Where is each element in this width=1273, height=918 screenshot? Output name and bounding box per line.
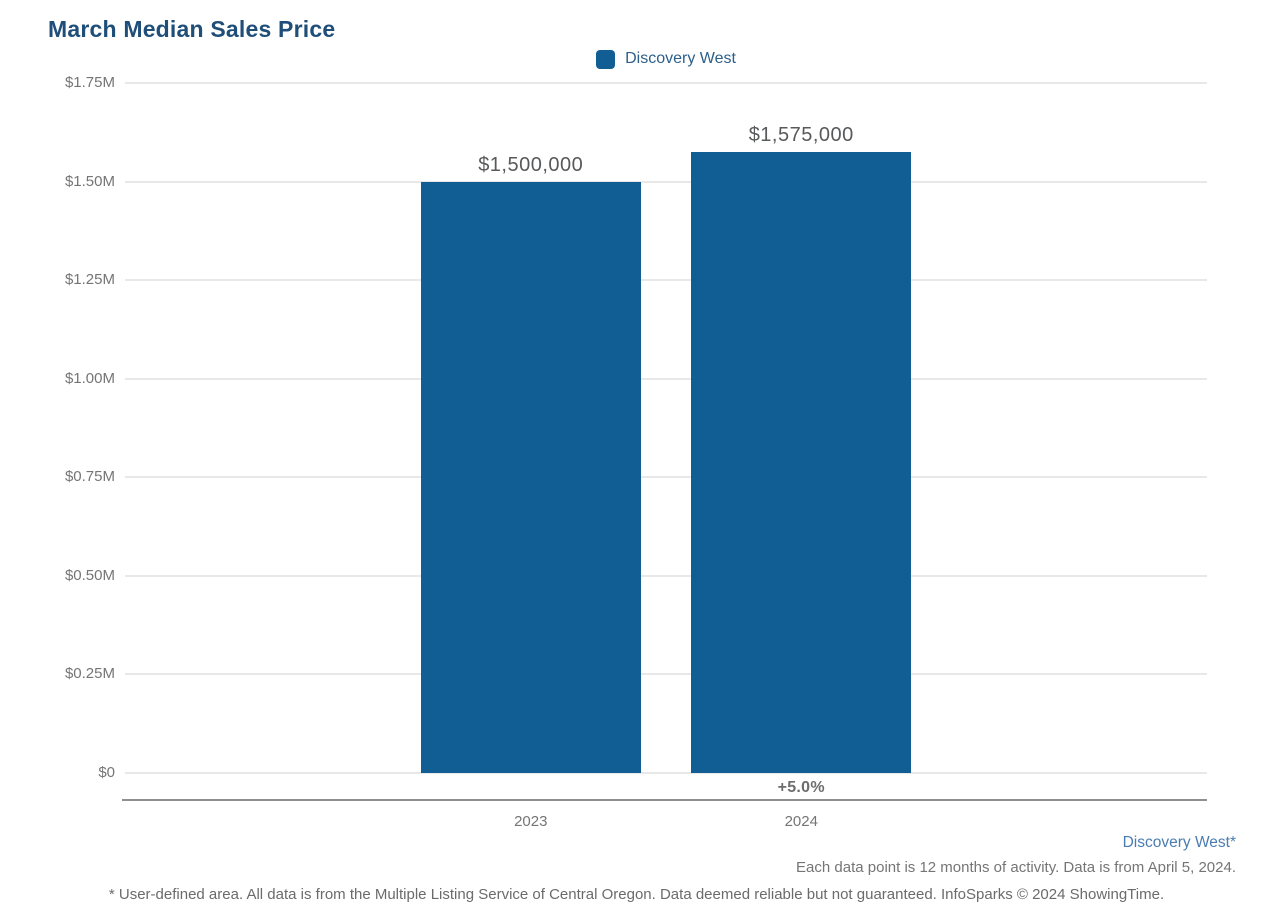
bar-value-label-2023: $1,500,000 [478,154,584,176]
y-axis-tick-label: $1.00M [64,369,115,387]
bar-2023 [420,182,641,773]
bar-value-label-2024: $1,575,000 [748,124,854,146]
y-gridline [125,476,1207,479]
legend-swatch-icon [596,49,616,69]
y-axis-tick-label: $0.75M [64,468,115,486]
bar-2024 [691,152,912,773]
change-label-2024: +5.0% [777,779,825,796]
y-axis-tick-label: $0 [98,764,115,781]
footer-disclaimer: * User-defined area. All data is from th… [108,886,1165,903]
y-gridline [125,673,1207,676]
footer-data-note: Each data point is 12 months of activity… [796,859,1236,876]
y-axis-tick-label: $1.25M [64,271,115,289]
y-gridline [125,574,1207,577]
y-axis-tick-label: $1.75M [64,74,115,91]
y-gridline [125,772,1207,774]
y-axis-labels: $0 $0.25M $0.50M $0.75M $1.00M $1.25M $1.50M $1… [30,0,115,918]
x-axis-line [122,799,1207,801]
y-axis-tick-label: $1.50M [64,172,115,190]
x-axis-tick-label-2023: 2023 [514,813,548,830]
legend: Discovery West [125,48,1207,70]
chart-title: March Median Sales Price [48,16,336,42]
y-axis-tick-label: $0.50M [64,566,115,584]
y-gridline [125,82,1207,84]
y-axis-tick-label: $0.25M [64,665,115,683]
legend-label: Discovery West [625,50,736,67]
x-axis-tick-label-2024: 2024 [784,813,818,830]
y-gridline [125,377,1207,380]
y-gridline [125,180,1207,183]
plot-area: $1,500,000 $1,575,000 [125,82,1207,774]
footer-series-note: Discovery West* [1122,834,1236,851]
y-gridline [125,279,1207,282]
